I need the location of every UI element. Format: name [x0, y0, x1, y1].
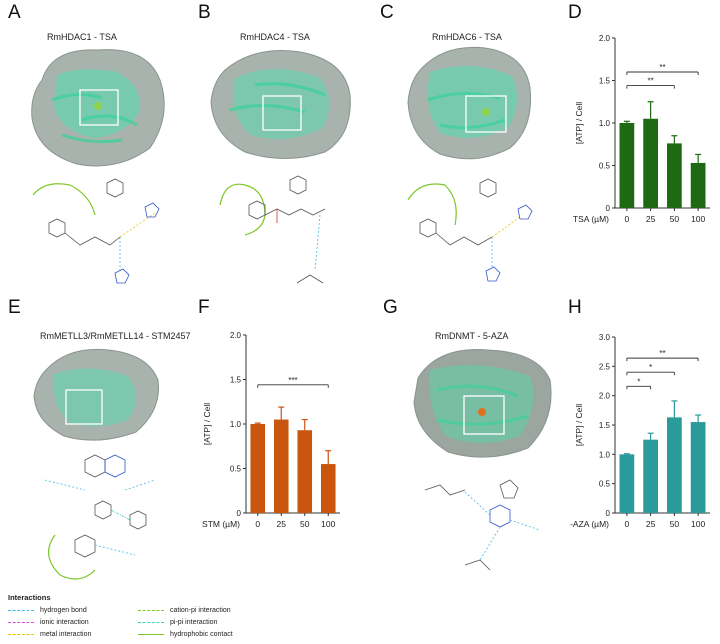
- bar-chart-d: 0 0.5 1.0 1.5 2.0 [ATP] / Cell 0 25 50 100 TSA (µM…: [573, 34, 710, 224]
- bar-100: [320, 464, 336, 513]
- metal-interaction-line-icon: [8, 633, 34, 635]
- panel-letter-e: E: [8, 297, 21, 318]
- significance-label: *: [649, 363, 652, 372]
- bar-chart-f: 0 0.5 1.0 1.5 2.0 [ATP] / Cell 0 25 50 100 STM (µM…: [202, 331, 340, 529]
- interaction-diagram-e: [44, 454, 156, 580]
- y-tick-label: 2.0: [230, 331, 242, 340]
- legend-label: cation-pi interaction: [170, 606, 231, 614]
- bar-chart-h: 0 0.5 1.0 1.5 2.0 2.5 3.0 [ATP] / Cell 0 25 50 100 5…: [570, 333, 710, 529]
- y-tick-label: 1.5: [599, 77, 611, 86]
- x-tick-label: 0: [625, 519, 630, 529]
- cation-pi-line-icon: [138, 609, 164, 611]
- bar-0: [619, 123, 635, 208]
- y-tick-label: 1.5: [230, 376, 242, 385]
- protein-structure-c: [407, 46, 532, 160]
- y-tick-label: 1.0: [230, 420, 242, 429]
- bar-25: [273, 419, 289, 513]
- y-tick-label: 0: [237, 509, 242, 518]
- x-tick-label: 50: [670, 214, 680, 224]
- x-tick-label: 100: [691, 519, 705, 529]
- y-tick-label: 0.5: [599, 162, 611, 171]
- legend-title: Interactions: [8, 593, 51, 602]
- panel-e-title: RmMETLL3/RmMETLL14 - STM2457: [40, 331, 191, 341]
- x-tick-label: 100: [691, 214, 705, 224]
- x-tick-label: 100: [321, 519, 335, 529]
- y-axis-label: [ATP] / Cell: [202, 403, 212, 445]
- y-tick-label: 1.0: [599, 119, 611, 128]
- legend-label: pi-pi interaction: [170, 618, 218, 626]
- legend-item-hydrogen-bond: hydrogen bond: [8, 605, 87, 615]
- protein-structure-a: [31, 49, 165, 167]
- legend-label: hydrogen bond: [40, 606, 87, 614]
- x-tick-label: 50: [300, 519, 310, 529]
- bar-50: [667, 417, 682, 513]
- x-axis-label: STM (µM): [202, 519, 240, 529]
- significance-label: ***: [288, 376, 297, 385]
- legend-item-hydrophobic: hydrophobic contact: [138, 629, 233, 639]
- panel-letter-d: D: [568, 2, 582, 23]
- legend-label: hydrophobic contact: [170, 630, 233, 638]
- y-tick-label: 0.5: [599, 480, 611, 489]
- x-tick-label: 25: [277, 519, 287, 529]
- x-tick-label: 0: [255, 519, 260, 529]
- bar-0: [619, 454, 635, 513]
- bar-25: [643, 118, 658, 208]
- significance-label: **: [659, 349, 665, 358]
- ionic-interaction-line-icon: [8, 621, 34, 623]
- legend-item-metal-interaction: metal interaction: [8, 629, 91, 639]
- y-tick-label: 0.5: [230, 465, 242, 474]
- bar-100: [690, 162, 706, 208]
- bar-0: [250, 424, 266, 513]
- x-tick-label: 25: [646, 214, 656, 224]
- protein-structure-g: [413, 349, 552, 458]
- interaction-diagram-a: [32, 178, 160, 284]
- panel-g-title: RmDNMT - 5-AZA: [435, 331, 509, 341]
- significance-label: **: [648, 77, 654, 86]
- panel-b-title: RmHDAC4 - TSA: [240, 32, 310, 42]
- panel-letter-c: C: [380, 2, 394, 23]
- y-tick-label: 1.0: [599, 450, 611, 459]
- y-tick-label: 2.5: [599, 362, 611, 371]
- y-tick-label: 0: [606, 204, 611, 213]
- y-tick-label: 1.5: [599, 421, 611, 430]
- significance-label: **: [659, 63, 665, 72]
- hydrogen-bond-line-icon: [8, 609, 34, 611]
- interaction-diagram-b: [219, 175, 326, 284]
- x-tick-label: 25: [646, 519, 656, 529]
- panel-letter-h: H: [568, 297, 582, 318]
- bar-100: [690, 422, 706, 513]
- x-tick-label: 50: [670, 519, 680, 529]
- panel-letter-a: A: [8, 2, 21, 23]
- x-axis-label: TSA (µM): [573, 214, 609, 224]
- pi-pi-line-icon: [138, 621, 164, 623]
- x-tick-label: 0: [625, 214, 630, 224]
- bar-50: [297, 430, 313, 513]
- x-axis-label: 5-AZA (µM): [570, 519, 609, 529]
- protein-structure-e: [33, 348, 160, 441]
- interaction-diagram-g: [424, 479, 541, 571]
- panel-letter-f: F: [198, 297, 210, 318]
- protein-structure-b: [210, 49, 351, 159]
- panel-c-title: RmHDAC6 - TSA: [432, 32, 502, 42]
- bar-50: [667, 143, 682, 208]
- legend-item-cation-pi: cation-pi interaction: [138, 605, 231, 615]
- y-axis-label: [ATP] / Cell: [574, 102, 584, 144]
- interaction-legend: Interactions hydrogen bond ionic interac…: [8, 593, 338, 641]
- legend-item-pi-pi: pi-pi interaction: [138, 617, 217, 627]
- y-axis-label: [ATP] / Cell: [574, 404, 584, 446]
- interaction-diagram-c: [407, 178, 533, 282]
- y-tick-label: 2.0: [599, 392, 611, 401]
- hydrophobic-contact-line-icon: [138, 633, 164, 635]
- panel-letter-b: B: [198, 2, 211, 23]
- legend-item-ionic-interaction: ionic interaction: [8, 617, 89, 627]
- legend-label: ionic interaction: [40, 618, 89, 626]
- legend-label: metal interaction: [40, 630, 92, 638]
- y-tick-label: 2.0: [599, 34, 611, 43]
- significance-label: *: [637, 377, 640, 386]
- panel-letter-g: G: [383, 297, 398, 318]
- bar-25: [643, 439, 658, 513]
- panel-a-title: RmHDAC1 - TSA: [47, 32, 117, 42]
- y-tick-label: 3.0: [599, 333, 611, 342]
- y-tick-label: 0: [606, 509, 611, 518]
